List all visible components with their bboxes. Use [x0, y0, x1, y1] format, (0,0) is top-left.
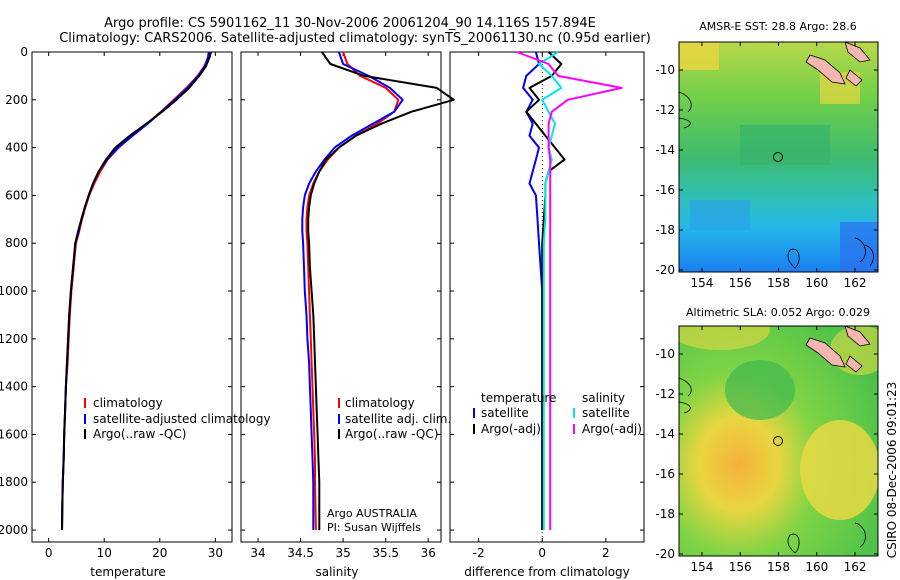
x-tick-label: 20: [152, 546, 167, 560]
salinity-axes-frame: [240, 51, 442, 543]
y-tick-label: 1600: [0, 427, 28, 441]
legend-climatology: climatology: [93, 396, 163, 410]
x-tick-label: 154: [691, 276, 714, 290]
x-tick-label: 10: [97, 546, 112, 560]
legend-sal-argo: Argo(-adj): [582, 422, 642, 436]
y-tick-label: 400: [5, 141, 28, 155]
x-tick-label: 2: [602, 546, 610, 560]
series-line-climatology: [61, 51, 211, 531]
x-tick-label: 154: [691, 560, 714, 574]
x-tick-label: 160: [805, 560, 828, 574]
y-tick-label: -20: [655, 263, 675, 277]
argo-position-marker: [773, 436, 783, 446]
x-tick-label: 158: [767, 276, 790, 290]
header-line2: Climatology: CARS2006. Satellite-adjuste…: [59, 31, 651, 46]
x-tick-label: 35: [335, 546, 350, 560]
y-tick-label: 600: [5, 188, 28, 202]
legend-satellite-adjusted: satellite-adjusted climatology: [93, 412, 271, 426]
argo-position-marker: [773, 152, 783, 162]
x-tick-label: 160: [805, 276, 828, 290]
x-tick-label: 34: [250, 546, 265, 560]
x-tick-label: 162: [844, 276, 867, 290]
temperature-legend: climatology satellite-adjusted climatolo…: [84, 396, 271, 441]
difference-legend: temperature satellite Argo(-adj) salinit…: [473, 391, 642, 436]
difference-xlabel: difference from climatology: [464, 565, 630, 579]
series-line-climatology: [305, 51, 400, 531]
y-tick-label: 1400: [0, 380, 28, 394]
y-tick-label: -12: [655, 387, 675, 401]
x-tick-label: 158: [767, 560, 790, 574]
x-tick-label: 36: [421, 546, 436, 560]
y-tick-label: 1000: [0, 284, 28, 298]
legend-argo: Argo(..raw -QC): [93, 427, 186, 441]
legend-sal-satellite: satellite: [582, 406, 630, 420]
y-tick-label: -14: [655, 143, 675, 157]
series-line-salinity-satellite: [538, 51, 563, 530]
y-tick-label: -10: [655, 347, 675, 361]
legend-satellite-adj: satellite adj. clim.: [345, 412, 451, 426]
y-tick-label: 800: [5, 236, 28, 250]
legend-argo: Argo(..raw -QC): [345, 427, 438, 441]
y-tick-label: -12: [655, 103, 675, 117]
x-tick-label: -2: [473, 546, 485, 560]
y-tick-label: -10: [655, 63, 675, 77]
series-line-salinity-argo-adj-: [516, 51, 623, 530]
temperature-axes-frame: [31, 51, 233, 543]
y-tick-label: 1200: [0, 332, 28, 346]
series-line-argo-raw-qc-: [61, 51, 212, 531]
island-shape: [805, 54, 846, 85]
x-tick-label: 156: [729, 560, 752, 574]
series-line-satellite-adjusted-climatology: [61, 51, 210, 531]
legend-climatology: climatology: [345, 396, 415, 410]
x-tick-label: 0: [538, 546, 546, 560]
y-tick-label: 1800: [0, 475, 28, 489]
island-shape: [845, 355, 863, 373]
temperature-panel: 0 10 20 30 0 200 400 600 800 1000 1200 1400 1600 1800…: [0, 45, 271, 579]
legend-temperature-title: temperature: [481, 391, 556, 405]
temperature-xlabel: temperature: [90, 565, 165, 579]
x-tick-label: 35.5: [372, 546, 399, 560]
x-tick-label: 162: [844, 560, 867, 574]
legend-salinity-title: salinity: [582, 391, 625, 405]
series-line-temperature-satellite: [522, 51, 544, 530]
island-shape: [805, 337, 846, 368]
y-tick-label: -16: [655, 467, 675, 481]
x-tick-label: 34.5: [287, 546, 314, 560]
x-tick-label: 156: [729, 276, 752, 290]
salinity-xlabel: salinity: [315, 565, 358, 579]
sla-map: Altimetric SLA: 0.052 Argo: 0.029 154 156…: [655, 306, 879, 574]
x-tick-label: 0: [45, 546, 53, 560]
y-tick-label: -18: [655, 507, 675, 521]
x-tick-label: 30: [208, 546, 223, 560]
island-shape: [845, 69, 863, 87]
header-line1: Argo profile: CS 5901162_11 30-Nov-2006 …: [104, 16, 596, 31]
y-tick-label: 0: [20, 45, 28, 59]
island-shape: [844, 42, 871, 63]
sst-map: AMSR-E SST: 28.8 Argo: 28.6 154 156 158 160…: [655, 20, 879, 290]
difference-axes-frame: [449, 51, 645, 543]
argo-annotation-line2: PI: Susan Wijffels: [327, 521, 421, 534]
y-tick-label: -16: [655, 183, 675, 197]
sst-map-title: AMSR-E SST: 28.8 Argo: 28.6: [699, 20, 857, 33]
salinity-legend: climatology satellite adj. clim. Argo(..…: [338, 396, 451, 441]
salinity-panel: 34 34.5 35 35.5 36 salinity climatology sate…: [240, 51, 455, 579]
series-line-satellite-adj-clim-: [301, 51, 404, 530]
series-line-argo-raw-qc-: [307, 51, 455, 530]
y-tick-label: 2000: [0, 523, 28, 537]
timestamp-label: CSIRO 08-Dec-2006 09:01:23: [885, 382, 899, 559]
argo-annotation-line1: Argo AUSTRALIA: [327, 507, 417, 520]
y-tick-label: 200: [5, 93, 28, 107]
sla-map-title: Altimetric SLA: 0.052 Argo: 0.029: [686, 306, 870, 319]
y-tick-label: -14: [655, 427, 675, 441]
y-tick-label: -18: [655, 223, 675, 237]
difference-panel: -2 0 2 difference from climatology tempera…: [449, 51, 645, 579]
island-shape: [844, 326, 871, 347]
legend-temp-argo: Argo(-adj): [481, 422, 541, 436]
y-tick-label: -20: [655, 547, 675, 561]
legend-temp-satellite: satellite: [481, 406, 529, 420]
